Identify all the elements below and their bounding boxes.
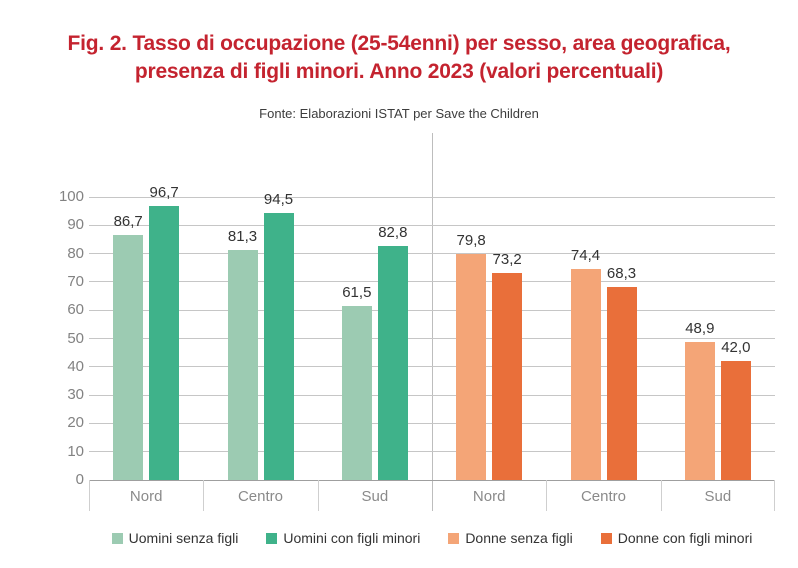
legend: Uomini senza figli Uomini con figli minor… xyxy=(89,530,775,546)
bar-value-label: 48,9 xyxy=(685,319,715,337)
panel-divider xyxy=(432,133,433,511)
gridline xyxy=(89,196,775,198)
x-axis-category-label: Sud xyxy=(704,488,732,505)
plot-area: 86,7 96,7 81,3 94,5 61,5 82,8 79,8 73,2 74,4 68,3… xyxy=(89,184,775,481)
y-axis-tick-label: 60 xyxy=(67,301,84,319)
legend-label: Uomini con figli minori xyxy=(283,530,421,546)
legend-item: Donne senza figli xyxy=(448,530,573,546)
bar xyxy=(492,272,523,480)
bar xyxy=(684,341,715,480)
legend-swatch xyxy=(600,532,612,544)
gridline xyxy=(89,309,775,311)
bar-value-label: 96,7 xyxy=(149,184,179,202)
bar-value-label: 79,8 xyxy=(456,232,486,250)
bar xyxy=(113,234,144,480)
legend-swatch xyxy=(111,532,123,544)
x-axis-tick xyxy=(660,480,662,511)
bar-value-label: 94,5 xyxy=(263,190,294,208)
bar xyxy=(341,305,372,480)
y-axis-tick-label: 40 xyxy=(67,357,84,375)
bar xyxy=(227,249,258,480)
gridline xyxy=(89,338,775,339)
x-axis-tick xyxy=(89,480,90,511)
bar xyxy=(720,361,751,480)
y-axis-tick-label: 30 xyxy=(67,386,84,404)
x-axis-tick xyxy=(546,480,548,511)
bar xyxy=(456,254,487,480)
bar-value-label: 68,3 xyxy=(606,264,637,282)
bar xyxy=(570,269,601,480)
bar xyxy=(263,212,294,480)
chart-title: Fig. 2. Tasso di occupazione (25-54enni)… xyxy=(0,30,798,86)
y-axis-tick-label: 70 xyxy=(67,272,84,290)
legend-item: Uomini senza figli xyxy=(111,530,239,546)
x-axis-tick xyxy=(317,480,319,511)
x-axis-category-label: Centro xyxy=(237,488,283,505)
x-axis-tick xyxy=(774,480,775,511)
bar-value-label: 82,8 xyxy=(378,223,408,241)
bar-value-label: 86,7 xyxy=(113,212,143,230)
y-axis-tick-label: 80 xyxy=(67,244,84,262)
chart-title-line-1: Fig. 2. Tasso di occupazione (25-54enni)… xyxy=(67,32,731,55)
x-axis: Nord Centro Sud Nord Centro Sud xyxy=(89,480,775,511)
bar-value-label: 74,4 xyxy=(570,247,601,265)
y-axis-tick-label: 100 xyxy=(58,188,84,205)
x-axis-tick xyxy=(203,480,205,511)
bar-value-label: 73,2 xyxy=(492,250,522,268)
bar xyxy=(149,206,180,480)
y-axis-tick-label: 10 xyxy=(67,442,84,460)
y-axis-tick-label: 20 xyxy=(67,414,84,432)
bar xyxy=(606,286,637,480)
x-axis-category-label: Sud xyxy=(361,488,389,505)
y-axis-tick-label: 90 xyxy=(67,216,84,234)
y-axis-tick-label: 0 xyxy=(75,471,84,488)
legend-swatch xyxy=(266,532,278,544)
gridline xyxy=(89,422,775,424)
y-axis-tick-label: 50 xyxy=(67,329,84,347)
gridline xyxy=(89,224,775,226)
bar xyxy=(377,245,408,480)
gridline xyxy=(89,451,775,453)
legend-label: Donne con figli minori xyxy=(617,530,753,546)
legend-item: Uomini con figli minori xyxy=(266,530,420,546)
legend-swatch xyxy=(448,532,460,544)
bar-value-label: 81,3 xyxy=(227,227,258,245)
gridline xyxy=(89,366,775,368)
bar-value-label: 42,0 xyxy=(721,339,751,357)
x-axis-category-label: Nord xyxy=(129,488,163,505)
chart-source: Fonte: Elaborazioni ISTAT per Save the C… xyxy=(259,106,539,121)
gridline xyxy=(89,253,775,255)
x-axis-category-label: Centro xyxy=(580,488,626,505)
gridline xyxy=(89,394,775,396)
chart-title-line-2: presenza di figli minori. Anno 2023 (val… xyxy=(134,60,664,83)
legend-item: Donne con figli minori xyxy=(600,530,753,546)
gridline xyxy=(89,281,775,283)
legend-label: Donne senza figli xyxy=(465,530,573,546)
legend-label: Uomini senza figli xyxy=(128,530,239,546)
bar-value-label: 61,5 xyxy=(342,283,372,301)
gridline xyxy=(89,479,775,481)
x-axis-category-label: Nord xyxy=(472,488,506,505)
